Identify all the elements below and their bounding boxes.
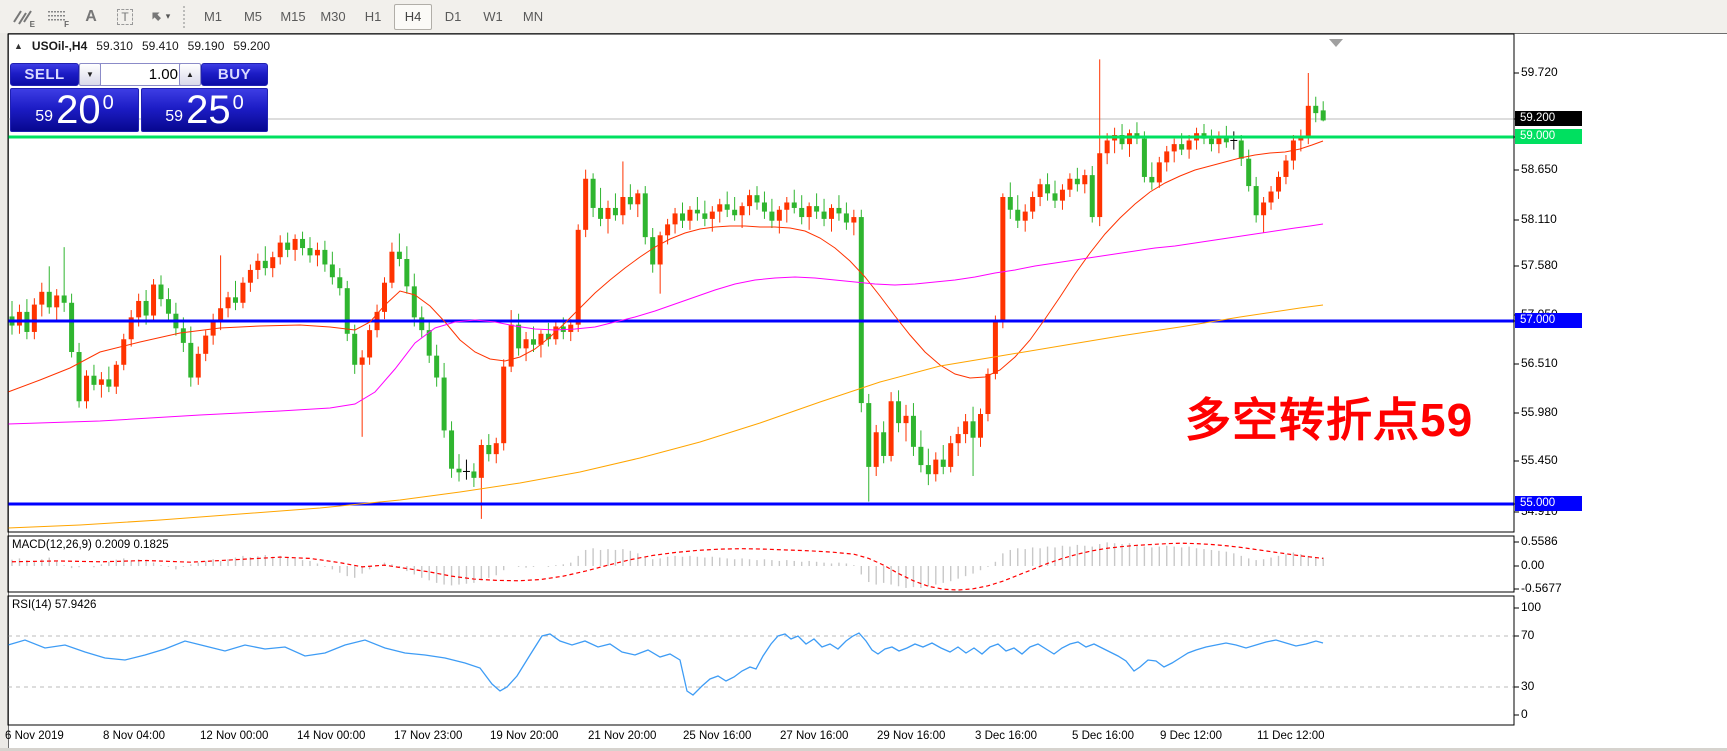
symbol-name: USOil-,H4 [31,39,88,53]
price-tick: 58.650 [1521,162,1558,176]
symbol-collapse-icon[interactable]: ▲ [14,41,23,51]
rsi-tick: 0 [1521,707,1528,721]
time-tick: 29 Nov 16:00 [877,730,946,742]
time-tick: 11 Dec 12:00 [1257,730,1325,742]
timeframe-m5[interactable]: M5 [243,9,263,24]
symbol-header: ▲ USOil-,H4 59.310 59.410 59.190 59.200 [14,39,270,53]
volume-decrease-button[interactable]: ▼ [79,63,101,86]
rsi-tick: 70 [1521,628,1535,642]
window-bottom-edge [0,748,1727,751]
timeframe-d1[interactable]: D1 [444,9,462,24]
timeframe-mn[interactable]: MN [522,9,544,24]
buy-price-figure: 59 [165,108,184,125]
price-tick: 56.510 [1521,356,1558,370]
price-tick: 57.580 [1521,258,1558,272]
buy-price-pip: 0 [232,92,244,114]
sell-button[interactable]: SELL [10,63,79,86]
arrange-windows-icon[interactable]: ▾ [144,4,174,30]
timeframe-h4[interactable]: H4 [394,3,432,30]
buy-button[interactable]: BUY [201,63,268,86]
volume-increase-button[interactable]: ▲ [179,63,201,86]
price-tick: 59.720 [1521,65,1558,79]
time-tick: 14 Nov 00:00 [297,730,366,742]
macd-tick: 0.5586 [1521,534,1558,548]
letter-a-icon[interactable]: A [85,7,97,25]
price-level-box: 55.000 [1515,496,1582,511]
time-tick: 21 Nov 20:00 [588,730,657,742]
time-tick: 17 Nov 23:00 [394,730,463,742]
sell-price-button[interactable]: 59 20 0 [10,88,139,132]
volume-input[interactable] [100,63,184,86]
toolbar-icon-group: E F A T ▾ [6,4,176,30]
grid-icon[interactable]: F [42,4,72,30]
timeframe-m15[interactable]: M15 [280,9,306,24]
price-level-box: 59.000 [1515,129,1582,144]
buy-price-big: 25 [186,88,231,132]
rsi-title: RSI(14) 57.9426 [12,599,97,611]
rsi-tick: 30 [1521,679,1535,693]
time-tick: 3 Dec 16:00 [975,730,1038,742]
text-box-icon[interactable]: T [110,4,140,30]
time-tick: 19 Nov 20:00 [490,730,559,742]
time-tick: 12 Nov 00:00 [200,730,269,742]
time-tick: 9 Dec 12:00 [1160,730,1223,742]
price-tick: 58.110 [1521,212,1557,226]
rsi-tick: 100 [1521,600,1542,614]
time-tick: 8 Nov 04:00 [103,730,166,742]
timeframe-m30[interactable]: M30 [320,9,346,24]
macd-tick: -0.5677 [1521,581,1562,595]
timeframe-m1[interactable]: M1 [203,9,223,24]
price-tick: 55.450 [1521,453,1558,467]
timeframe-w1[interactable]: W1 [483,9,503,24]
timeframe-group: M1 M5 M15 M30 H1 H4 D1 W1 MN [193,3,553,30]
price-tick: 55.980 [1521,405,1558,419]
price-level-box: 59.200 [1515,111,1582,126]
timeframe-h1[interactable]: H1 [364,9,382,24]
time-tick: 5 Dec 16:00 [1072,730,1135,742]
time-tick: 27 Nov 16:00 [780,730,849,742]
time-tick: 25 Nov 16:00 [683,730,752,742]
ohlc-low: 59.190 [187,39,225,53]
price-level-box: 57.000 [1515,313,1582,328]
ohlc-open: 59.310 [96,39,133,53]
buy-price-button[interactable]: 59 25 0 [141,88,268,132]
ohlc-high: 59.410 [141,39,179,53]
sell-price-big: 20 [56,88,101,132]
sell-price-figure: 59 [35,108,54,125]
time-tick: 6 Nov 2019 [5,730,64,742]
toolbar-separator [182,4,187,29]
ohlc-close: 59.200 [233,39,271,53]
chart-annotation-text: 多空转折点59 [1185,394,1474,446]
macd-title: MACD(12,26,9) 0.2009 0.1825 [12,539,169,551]
macd-tick: 0.00 [1521,558,1545,572]
indicators-icon[interactable]: E [8,4,38,30]
sell-price-pip: 0 [102,92,114,114]
